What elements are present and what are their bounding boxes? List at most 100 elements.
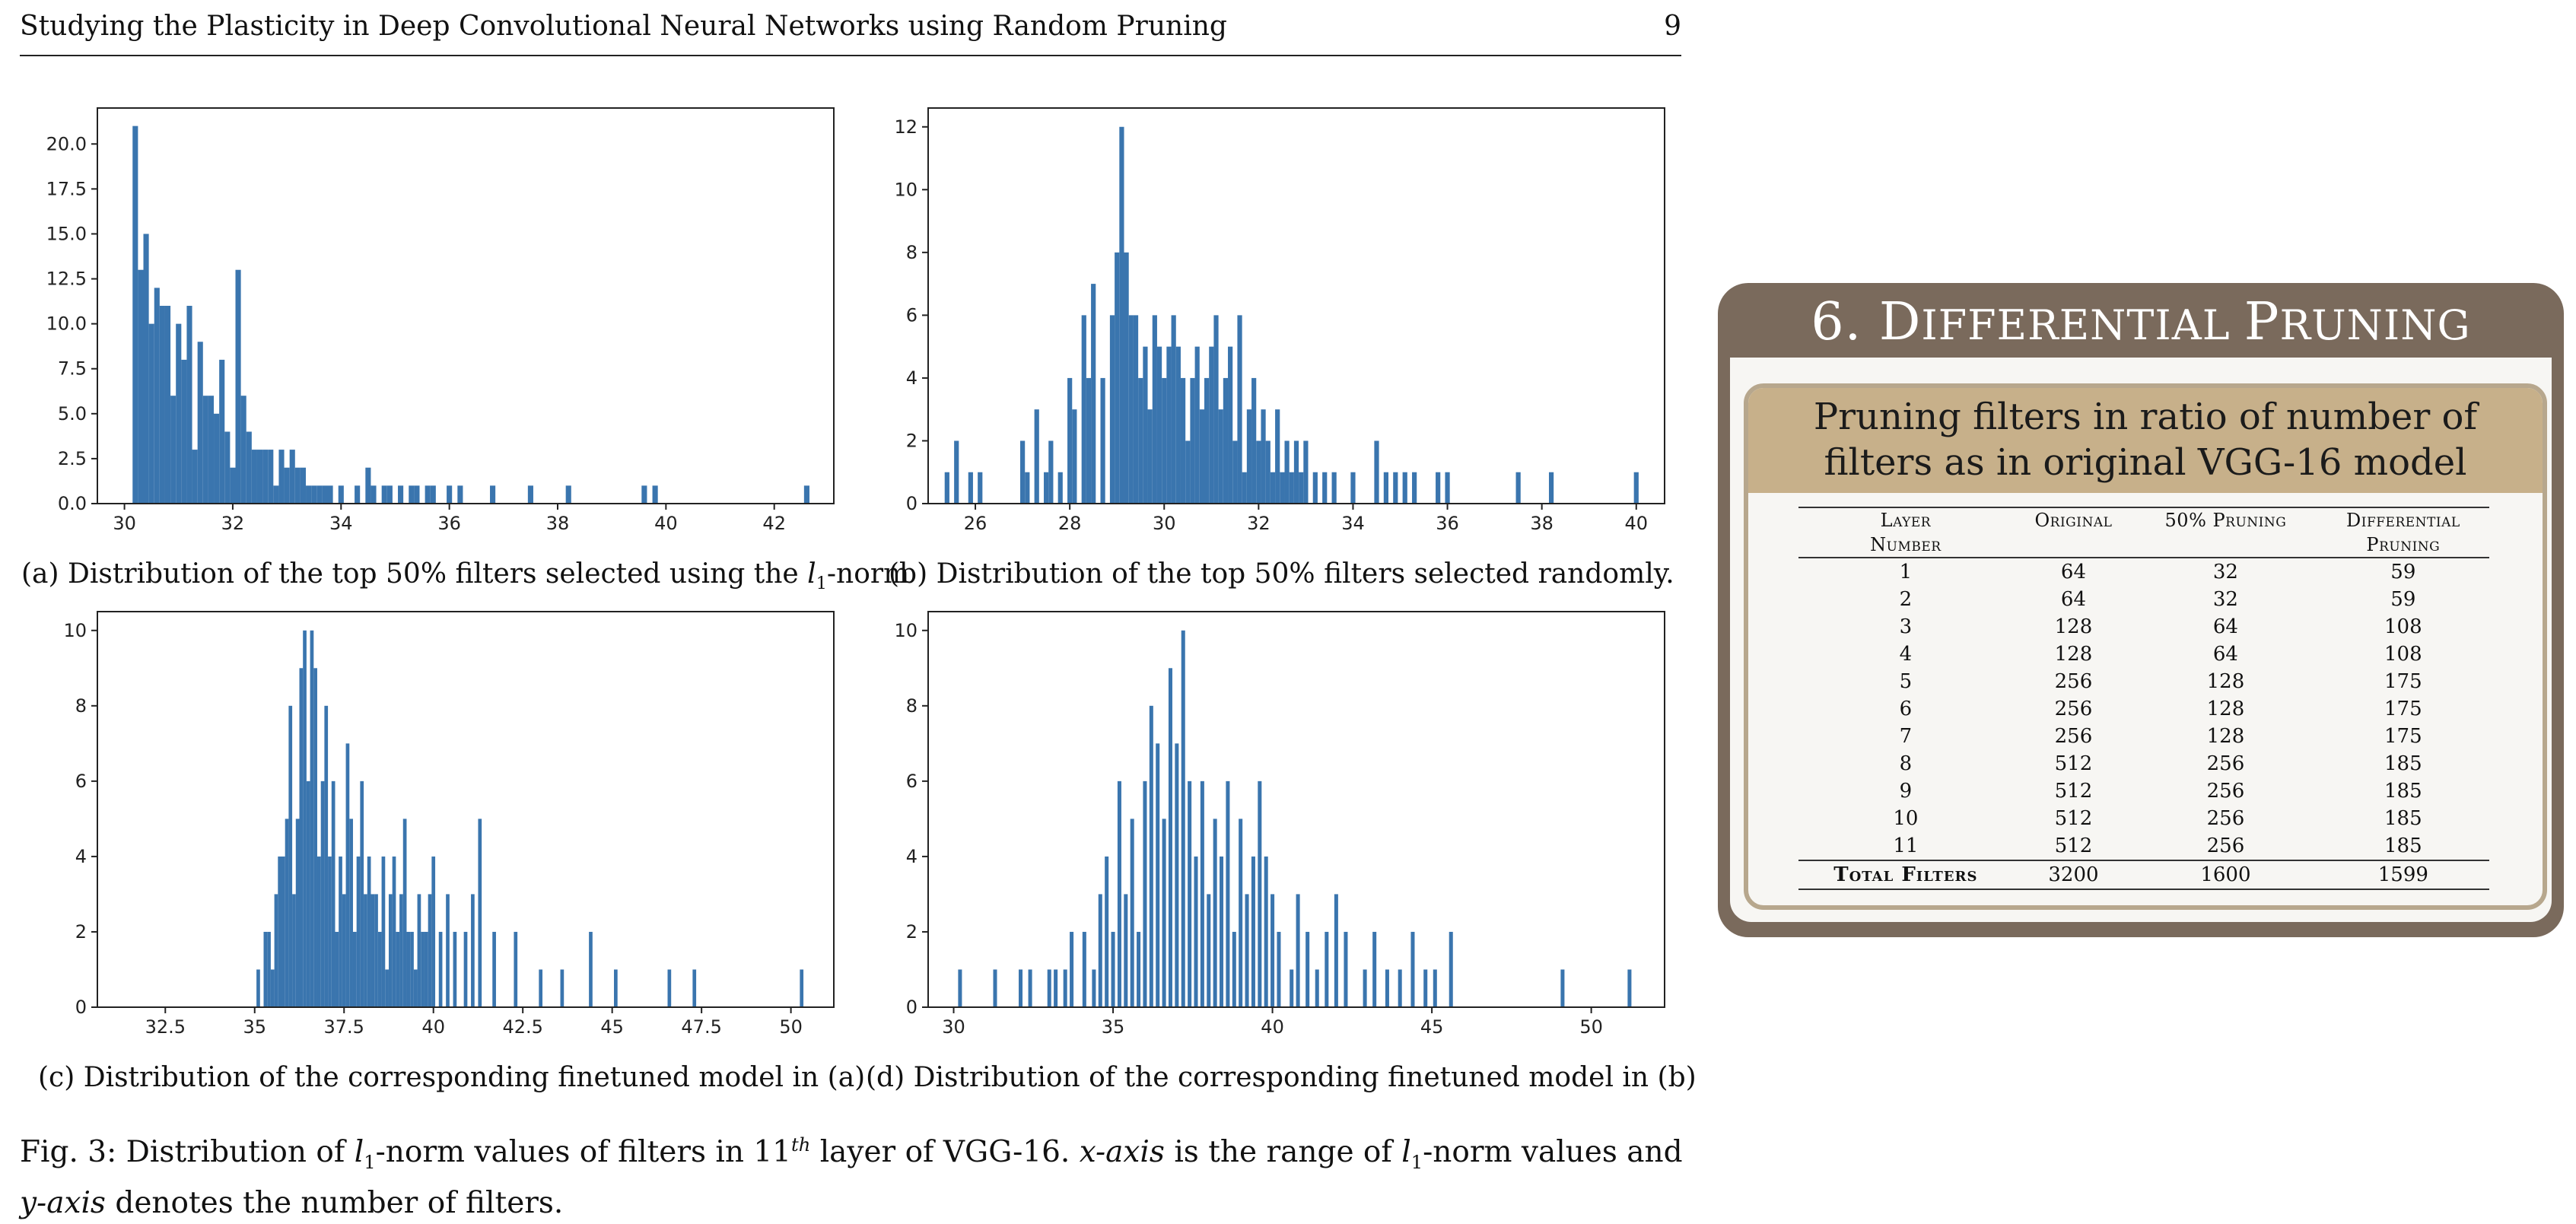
running-header: Studying the Plasticity in Deep Convolut… [20, 11, 1681, 56]
histogram-bar [527, 485, 533, 504]
histogram-bar [1280, 472, 1285, 504]
histogram-bar [1081, 315, 1086, 504]
histogram-bar [1185, 440, 1191, 504]
histogram-bar [409, 485, 415, 504]
histogram-bar [270, 969, 275, 1007]
histogram-bar [1070, 931, 1074, 1007]
histogram-bar [1119, 126, 1124, 504]
histogram-bar [993, 969, 997, 1007]
histogram-bar [1156, 743, 1160, 1007]
x-tick-label: 50 [1579, 1016, 1603, 1038]
figcap-xaxis: x-axis [1079, 1135, 1165, 1169]
histogram-bar [370, 894, 375, 1007]
caption-a-suffix: -norm [826, 558, 910, 590]
histogram-bar [349, 819, 353, 1007]
histogram-bar [320, 780, 325, 1007]
histogram-bar [1098, 894, 1102, 1007]
chart-a: 30 32 34 36 38 40 42 0.0 2.5 5.0 7.5 10.0 12.5 15.0 17… [20, 91, 843, 534]
y-tick-label: 0 [906, 997, 918, 1018]
histogram-bar [1109, 315, 1115, 504]
histogram-bar [1423, 969, 1428, 1007]
table-header-row: Layer Number Original 50% Pruning Differe… [1798, 507, 2489, 558]
chart-d: 30 35 40 45 50 0 2 4 6 8 10 [851, 595, 1674, 1038]
figcap-part: layer of VGG-16. [810, 1135, 1080, 1169]
x-tick-label: 47.5 [681, 1016, 721, 1038]
running-title: Studying the Plasticity in Deep Convolut… [20, 11, 1227, 42]
histogram-bar [457, 485, 463, 504]
histogram-bar [170, 396, 177, 504]
y-tick-label: 10 [894, 179, 918, 200]
histogram-bar [1130, 819, 1134, 1007]
histogram-bar [1188, 780, 1192, 1007]
histogram-bar [431, 856, 436, 1007]
histogram-bar [1315, 969, 1319, 1007]
histogram-bar [338, 485, 344, 504]
y-tick-label: 6 [75, 771, 87, 792]
histogram-bar [1156, 346, 1162, 504]
plot-frame [97, 611, 835, 1008]
histogram-bar [1251, 856, 1255, 1007]
histogram-bar [589, 931, 593, 1007]
cell-original: 512 [2054, 780, 2093, 803]
x-tick-label: 38 [546, 513, 570, 534]
histogram-bar [294, 467, 301, 504]
table-row: 8 512 256 185 [1798, 750, 2489, 777]
histogram-bar [1433, 969, 1437, 1007]
x-tick-label: 45 [600, 1016, 624, 1038]
y-tick-label: 6 [906, 304, 918, 326]
histogram-bar [1226, 780, 1230, 1007]
histogram-bar [978, 472, 983, 504]
histogram-bar [154, 288, 160, 504]
histogram-bar [235, 269, 241, 504]
histogram-bar [1019, 969, 1023, 1007]
histogram-bar [1232, 931, 1236, 1007]
histogram-bar [1264, 856, 1268, 1007]
histogram-bar [692, 969, 697, 1007]
caption-a: (a) Distribution of the top 50% filters … [21, 558, 909, 593]
histogram-bar [1111, 931, 1115, 1007]
histogram-bar [1220, 856, 1224, 1007]
histogram-bar [1275, 409, 1280, 504]
x-tick-label: 32 [221, 513, 245, 534]
histogram-bar [365, 467, 371, 504]
histogram-bar [299, 668, 304, 1007]
histogram-bar [352, 931, 357, 1007]
y-tick-label: 0 [75, 997, 87, 1018]
y-tick-label: 10 [63, 620, 87, 641]
histogram-bar [322, 485, 328, 504]
cell-layer: 11 [1893, 835, 1919, 857]
histogram-bar [1393, 472, 1398, 504]
histogram-bar [263, 931, 268, 1007]
histogram-bar [410, 931, 414, 1007]
histogram-bar [1180, 377, 1186, 504]
histogram-bar [345, 743, 350, 1007]
histogram-bar [396, 931, 400, 1007]
col-layer: Layer Number [1798, 507, 2013, 558]
histogram-bar [492, 931, 496, 1007]
x-tick-label: 30 [113, 513, 136, 534]
y-tick-label: 4 [75, 846, 87, 867]
histogram-bar [560, 969, 564, 1007]
chart-b: 26 28 30 32 34 36 38 40 0 2 4 6 8 10 12 [851, 91, 1674, 534]
panel-title-rest: RUNING [2279, 301, 2471, 349]
histogram-bar [958, 969, 962, 1007]
table-row: 1 64 32 59 [1798, 558, 2489, 586]
histogram-bar [132, 126, 138, 504]
histogram-bar [1194, 346, 1200, 504]
figcap-yaxis: y-axis [20, 1185, 106, 1220]
histogram-bar [202, 396, 208, 504]
chart-c-svg: 32.5 35 37.5 40 42.5 45 47.5 50 0 2 4 6 8 10 [63, 611, 835, 1038]
histogram-bar [1175, 743, 1179, 1007]
plot-frame [927, 107, 1665, 504]
col-layer-line: Layer [1880, 510, 1932, 531]
total-original: 3200 [2048, 863, 2099, 886]
histogram-bar [339, 856, 342, 1007]
y-tick-label: 8 [75, 695, 87, 717]
histogram-bar [1296, 894, 1300, 1007]
histogram-bar [1385, 969, 1389, 1007]
histogram-bar [381, 856, 386, 1007]
histogram-bar [208, 396, 215, 504]
y-tick-label: 2 [906, 921, 918, 943]
table-row: 6 256 128 175 [1798, 695, 2489, 723]
histogram-bar [1034, 409, 1039, 504]
